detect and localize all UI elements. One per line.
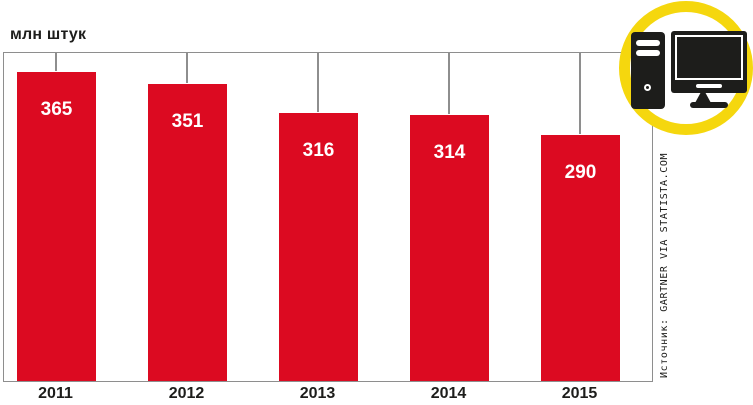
bar-connector-line [55, 53, 57, 71]
bar-value-label: 290 [564, 162, 597, 183]
bar-connector-line [317, 53, 319, 112]
bar-2011: 365 [17, 72, 96, 381]
monitor-screen [675, 35, 743, 80]
bar-2014: 314 [410, 115, 489, 381]
x-axis-tick-label: 2012 [168, 385, 205, 402]
bar-connector-line [579, 53, 581, 134]
bar-value-label: 316 [302, 140, 335, 161]
bar-connector-line [186, 53, 188, 83]
y-axis-unit-label: млн штук [10, 26, 87, 43]
tower-drive-slot [636, 40, 660, 46]
tower-drive-slot [636, 50, 660, 56]
plot-area: 365 351 316 314 290 [4, 53, 652, 381]
bar-connector-line [448, 53, 450, 114]
monitor-stand-base [690, 102, 728, 108]
monitor-stand-neck [695, 92, 711, 103]
pc-tower-icon [631, 32, 665, 109]
x-axis-tick-label: 2014 [430, 385, 467, 402]
monitor-icon [671, 31, 747, 93]
source-attribution: Источник: GARTNER VIA STATISTA.COM [659, 152, 670, 378]
bar-value-label: 365 [40, 99, 73, 120]
x-axis-tick-label: 2015 [561, 385, 598, 402]
tower-power-button [644, 84, 651, 91]
bar-2013: 316 [279, 113, 358, 381]
x-axis-labels: 2011 2012 2013 2014 2015 [3, 385, 653, 405]
monitor-button [696, 84, 722, 88]
bar-2015: 290 [541, 135, 620, 381]
bar-value-label: 314 [433, 142, 466, 163]
chart-frame: 365 351 316 314 290 [3, 52, 653, 382]
x-axis-tick-label: 2011 [38, 385, 73, 402]
bar-value-label: 351 [171, 111, 204, 132]
bar-2012: 351 [148, 84, 227, 381]
x-axis-tick-label: 2013 [299, 385, 336, 402]
